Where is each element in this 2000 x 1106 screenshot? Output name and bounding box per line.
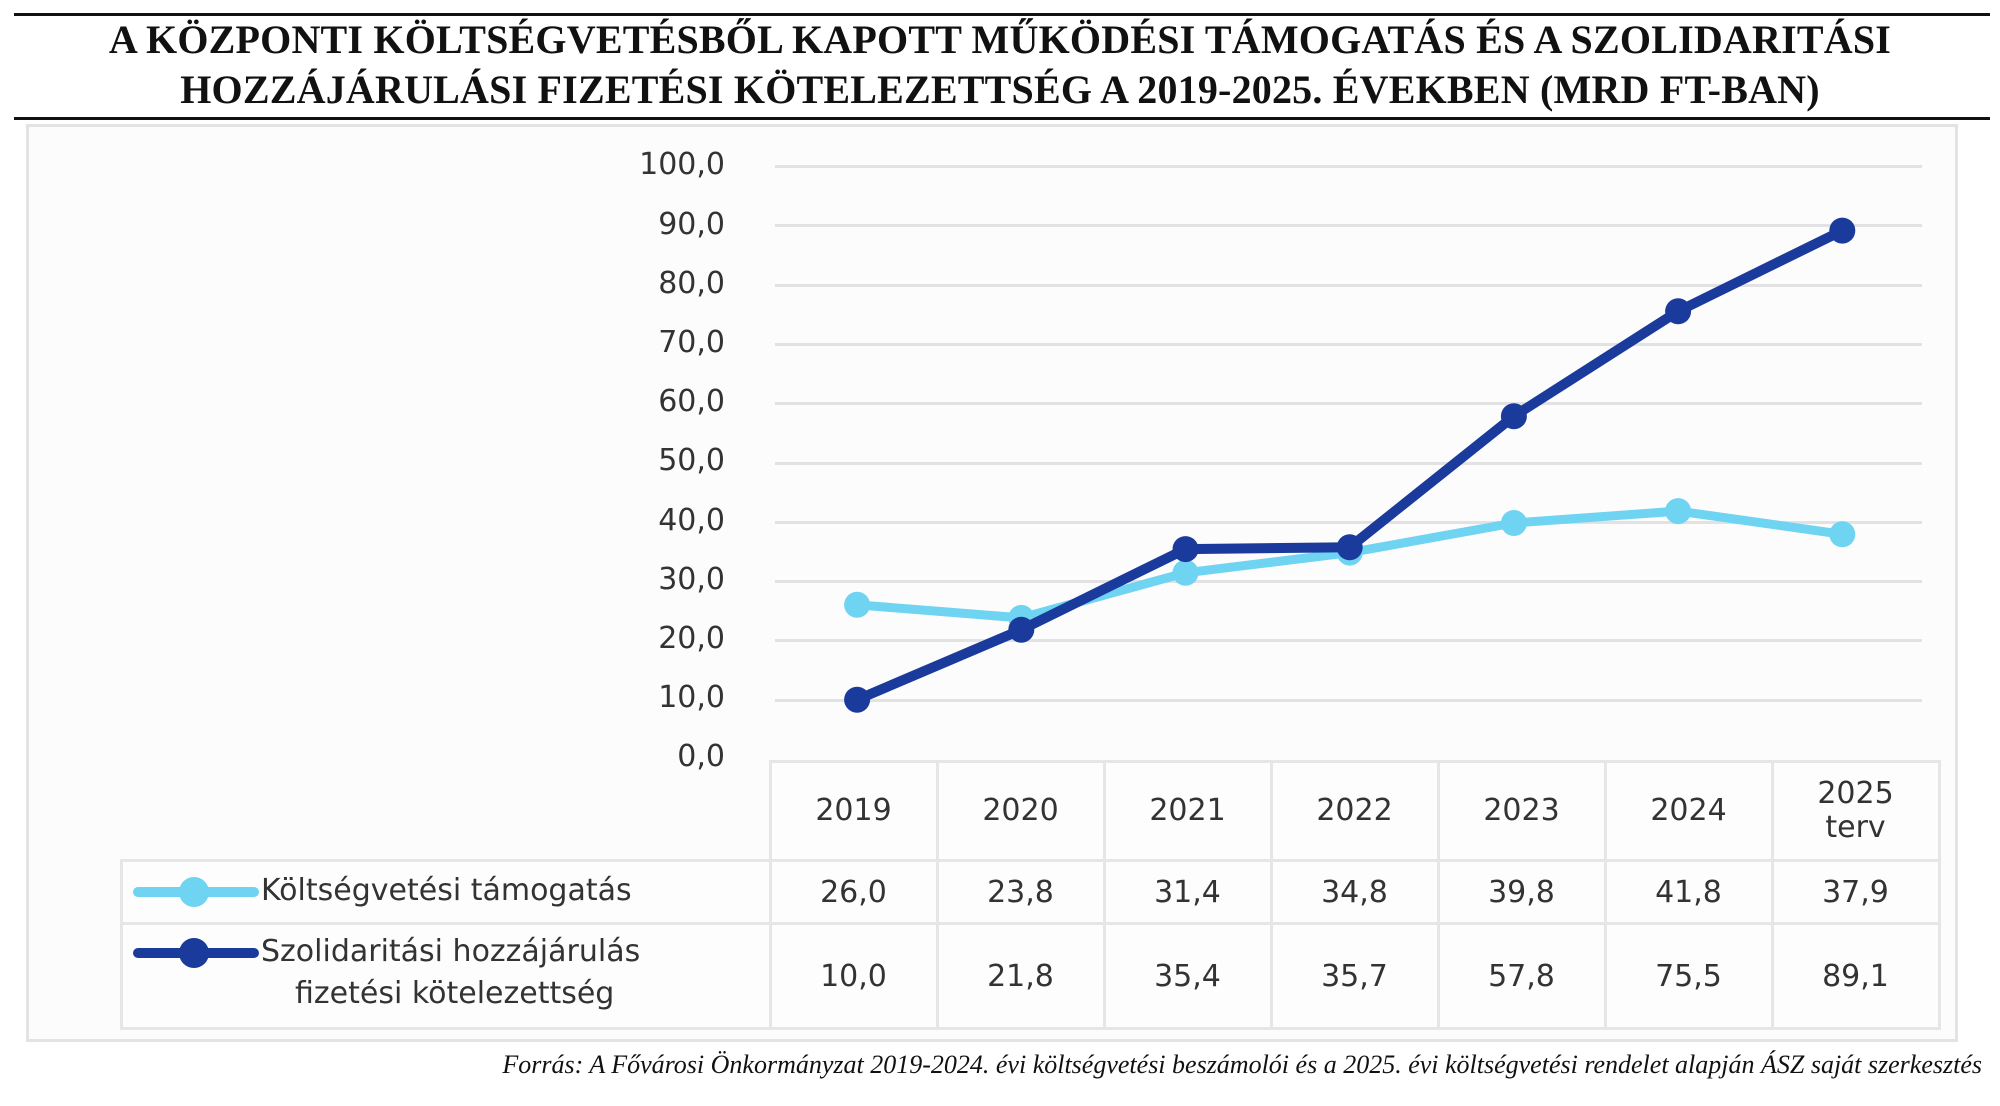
legend-label: Költségvetési támogatás	[261, 873, 632, 908]
data-point-marker	[1500, 403, 1527, 430]
legend-label: Szolidaritási hozzájárulás	[261, 934, 641, 969]
y-tick-label: 50,0	[658, 443, 725, 478]
y-tick-label: 80,0	[658, 266, 725, 301]
data-point-marker	[1829, 217, 1856, 244]
table-header-cell: 2023	[1436, 760, 1607, 862]
legend-entry-koltsegvetesi-tamogatas: Költségvetési támogatás	[120, 859, 772, 925]
data-point-marker	[1665, 298, 1692, 325]
legend-entry-szolidaritasi-hozzajarulas: Szolidaritási hozzájárulás fizetési köte…	[120, 922, 772, 1030]
y-tick-label: 10,0	[658, 680, 725, 715]
table-header-cell: 2019	[768, 760, 939, 862]
table-header-cell: 2022	[1269, 760, 1440, 862]
table-cell: 89,1	[1770, 922, 1941, 1030]
table-cell: 57,8	[1436, 922, 1607, 1030]
table-cell: 35,4	[1102, 922, 1273, 1030]
table-header-cell: 2024	[1603, 760, 1774, 862]
chart-title-line-2: HOZZÁJÁRULÁSI FIZETÉSI KÖTELEZETTSÉG A 2…	[180, 67, 1820, 112]
gridline	[775, 402, 1922, 406]
y-tick-label: 60,0	[658, 384, 725, 419]
gridline	[775, 580, 1922, 584]
title-top-rule	[14, 13, 1990, 16]
source-note: Forrás: A Fővárosi Önkormányzat 2019-202…	[502, 1050, 1982, 1079]
data-point-marker	[844, 686, 871, 713]
table-cell: 31,4	[1102, 859, 1273, 925]
table-cell: 35,7	[1269, 922, 1440, 1030]
series-2	[844, 217, 1856, 713]
data-table: 2019 2020 2021 2022 2023 2024 2025 terv K…	[120, 760, 1941, 1030]
table-header-cell: 2021	[1102, 760, 1273, 862]
table-cell: 10,0	[768, 922, 939, 1030]
gridline	[775, 224, 1922, 228]
table-header-cell: 2025 terv	[1770, 760, 1941, 862]
table-cell: 41,8	[1603, 859, 1774, 925]
gridline	[775, 520, 1922, 524]
gridline	[775, 342, 1922, 346]
y-tick-label: 40,0	[658, 503, 725, 538]
table-header-cell: 2020	[935, 760, 1106, 862]
data-point-marker	[1665, 498, 1692, 525]
table-cell: 34,8	[1269, 859, 1440, 925]
gridline	[775, 165, 1922, 168]
y-tick-label: 30,0	[658, 562, 725, 597]
table-corner	[121, 761, 772, 862]
title-bottom-rule	[14, 117, 1990, 120]
gridline	[775, 639, 1922, 643]
table-cell: 23,8	[935, 859, 1106, 925]
data-point-marker	[1336, 534, 1363, 561]
y-tick-label: 100,0	[639, 147, 725, 182]
data-point-marker	[1172, 536, 1199, 563]
series-1	[844, 498, 1856, 631]
gridline	[775, 698, 1922, 702]
data-point-marker	[844, 591, 871, 618]
table-cell: 39,8	[1436, 859, 1607, 925]
y-tick-label: 90,0	[658, 207, 725, 242]
data-point-marker	[1829, 521, 1856, 548]
chart-title-line-1: A KÖZPONTI KÖLTSÉGVETÉSBŐL KAPOTT MŰKÖDÉ…	[108, 17, 1892, 62]
table-cell: 26,0	[768, 859, 939, 925]
data-point-marker	[1008, 616, 1035, 643]
table-cell: 37,9	[1770, 859, 1941, 925]
legend-marker-icon	[179, 877, 209, 907]
table-row: Költségvetési támogatás 26,0 23,8 31,4 3…	[120, 859, 1941, 925]
data-point-marker	[1500, 510, 1527, 536]
gridline	[775, 283, 1922, 287]
table-cell: 75,5	[1603, 922, 1774, 1030]
legend-marker-icon	[179, 938, 209, 968]
gridline	[775, 461, 1922, 465]
y-tick-label: 20,0	[658, 621, 725, 656]
legend-label-continued: fizetési kötelezettség	[295, 976, 615, 1011]
y-tick-label: 70,0	[658, 325, 725, 360]
table-header-row: 2019 2020 2021 2022 2023 2024 2025 terv	[121, 760, 1941, 862]
table-row: Szolidaritási hozzájárulás fizetési köte…	[120, 922, 1941, 1030]
data-point-marker	[1172, 559, 1199, 586]
table-cell: 21,8	[935, 922, 1106, 1030]
